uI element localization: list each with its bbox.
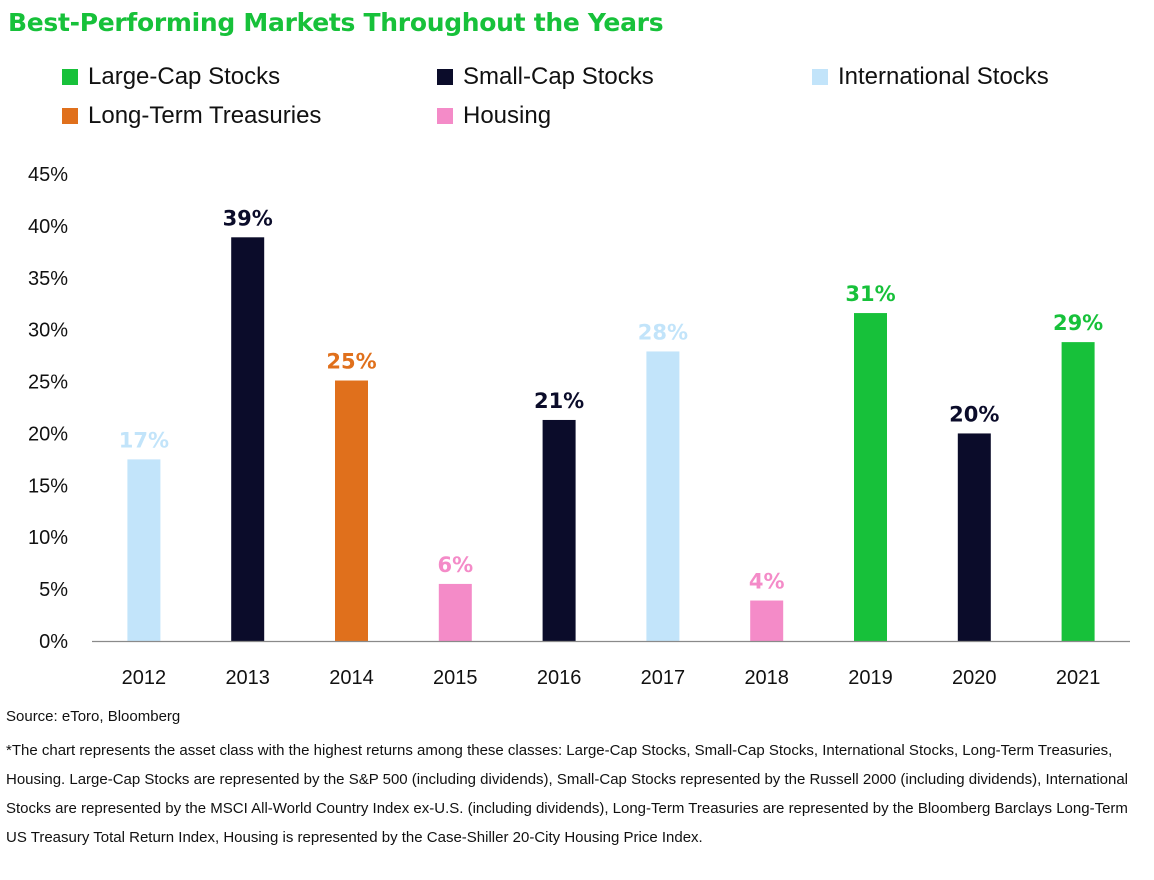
bar-value-label: 21% <box>534 389 584 413</box>
bar-value-label: 6% <box>437 553 473 577</box>
bar <box>438 583 472 641</box>
x-tick-label: 2016 <box>537 667 582 689</box>
x-tick-label: 2013 <box>225 667 270 689</box>
bar-value-label: 4% <box>749 570 785 594</box>
x-tick-label: 2014 <box>329 667 374 689</box>
bar <box>646 351 680 641</box>
footnote: *The chart represents the asset class wi… <box>6 742 1129 846</box>
y-tick-label: 20% <box>28 423 68 445</box>
legend-swatch-small-cap <box>437 69 453 85</box>
y-tick-label: 45% <box>28 164 68 186</box>
y-tick-label: 40% <box>28 216 68 238</box>
bar <box>957 433 991 641</box>
chart-legend: Large-Cap Stocks Small-Cap Stocks Intern… <box>0 0 1154 140</box>
legend-swatch-international <box>812 69 828 85</box>
x-tick-label: 2020 <box>952 667 997 689</box>
x-tick-label: 2017 <box>641 667 686 689</box>
y-tick-label: 30% <box>28 320 68 342</box>
legend-label-long-term-treasuries: Long-Term Treasuries <box>88 102 322 129</box>
bar-value-label: 28% <box>638 320 688 344</box>
bar <box>1061 342 1095 641</box>
legend-swatch-large-cap <box>62 69 78 85</box>
bar <box>854 313 887 641</box>
legend-swatch-housing <box>437 108 453 124</box>
bar-value-label: 25% <box>326 350 376 374</box>
source-note: Source: eToro, Bloomberg <box>6 708 181 725</box>
x-tick-label: 2012 <box>122 667 167 689</box>
bar-value-label: 31% <box>845 282 895 306</box>
bar-value-label: 17% <box>119 428 169 452</box>
bar <box>231 237 265 641</box>
x-tick-label: 2019 <box>848 667 893 689</box>
y-tick-label: 10% <box>28 527 68 549</box>
legend-item-large-cap: Large-Cap Stocks <box>62 62 280 92</box>
x-tick-label: 2018 <box>744 667 789 689</box>
legend-label-international: International Stocks <box>838 63 1049 90</box>
legend-item-long-term-treasuries: Long-Term Treasuries <box>62 101 321 131</box>
y-tick-label: 0% <box>39 631 68 653</box>
y-tick-label: 25% <box>28 372 68 394</box>
y-tick-label: 35% <box>28 268 68 290</box>
legend-label-large-cap: Large-Cap Stocks <box>88 63 281 90</box>
x-tick-label: 2015 <box>433 667 478 689</box>
y-tick-label: 15% <box>28 475 68 497</box>
bar <box>750 600 784 641</box>
legend-item-small-cap: Small-Cap Stocks <box>437 62 654 92</box>
legend-item-international: International Stocks <box>812 62 1049 92</box>
bar <box>542 419 576 641</box>
legend-label-housing: Housing <box>463 102 552 129</box>
bar <box>335 380 368 641</box>
legend-swatch-long-term-treasuries <box>62 108 78 124</box>
bar-chart: 0% 5% 10% 15% 20% 25% 30% 35% 40% 45% 17% 2012 39% 20… <box>28 164 1130 689</box>
chart-title: Best-Performing Markets Throughout the Y… <box>8 8 664 37</box>
bar <box>127 459 161 641</box>
legend-item-housing: Housing <box>437 101 551 131</box>
legend-label-small-cap: Small-Cap Stocks <box>463 63 654 90</box>
y-tick-label: 5% <box>39 579 68 601</box>
bar-value-label: 39% <box>223 206 273 230</box>
x-tick-label: 2021 <box>1056 667 1101 689</box>
bar-value-label: 29% <box>1053 311 1103 335</box>
bar-value-label: 20% <box>949 402 999 426</box>
